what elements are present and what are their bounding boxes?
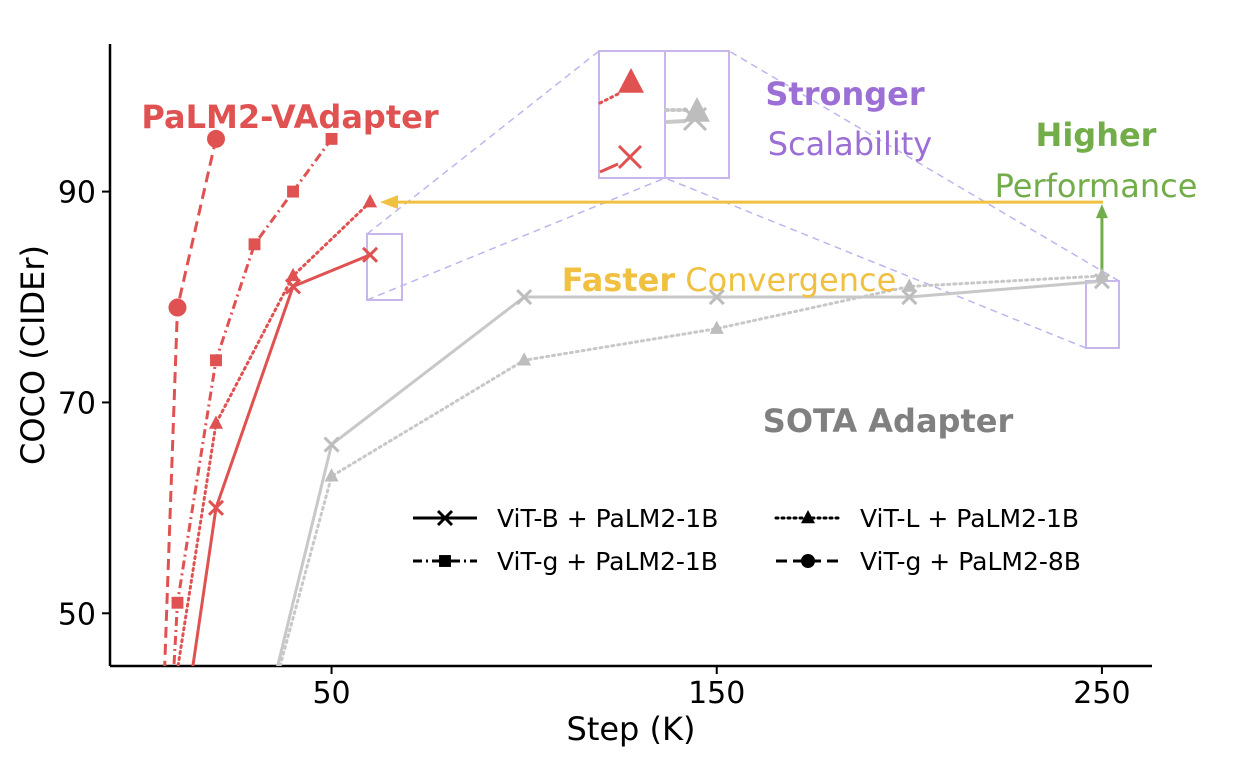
legend: ViT-B + PaLM2-1B ViT-L + PaLM2-1B ViT-g + … — [413, 504, 1081, 576]
series-5-point — [517, 352, 532, 366]
series-4-point — [516, 288, 533, 306]
sota-adapter-label: SOTA Adapter — [763, 402, 1014, 440]
legend-marker-0 — [436, 509, 454, 527]
series-2-point — [171, 596, 184, 609]
legend-label-0: ViT-B + PaLM2-1B — [497, 504, 718, 533]
legend-item-3: ViT-g + PaLM2-8B — [776, 547, 1081, 576]
series-4-line — [276, 279, 1103, 666]
zoom-source-box — [1085, 280, 1120, 349]
performance-label: Performance — [995, 167, 1198, 205]
zoom-inset-box — [664, 50, 730, 179]
faster-rest: Convergence — [675, 261, 896, 299]
series-2-point — [248, 238, 261, 251]
series-1-point — [286, 267, 301, 282]
x-tick-label: 150 — [688, 676, 745, 711]
inset-sota-solid-line — [665, 119, 687, 124]
series-1-point — [363, 194, 378, 208]
legend-item-2: ViT-g + PaLM2-1B — [413, 547, 718, 576]
palm2-vadapter-label: PaLM2-VAdapter — [141, 98, 438, 136]
x-tick-label: 50 — [312, 676, 350, 711]
higher-label: Higher — [1036, 116, 1157, 154]
y-tick-label: 90 — [58, 176, 96, 211]
inset-palm2-x — [617, 144, 643, 170]
series-0 — [191, 246, 379, 666]
series-4-point — [323, 436, 340, 453]
faster-bold: Faster — [562, 261, 676, 299]
series-2-line — [172, 137, 333, 666]
stronger-label: Stronger — [765, 75, 925, 113]
zoom-source-box — [366, 233, 403, 301]
series-5-point — [709, 320, 724, 334]
series-4-point — [901, 288, 918, 306]
series-3-point — [207, 129, 225, 148]
faster-convergence-arrow — [380, 195, 1103, 210]
series-5-point — [902, 278, 917, 292]
y-axis-label: COCO (CIDEr) — [14, 245, 52, 465]
inset-palm2-triangle — [618, 68, 644, 93]
series-5-point — [324, 468, 339, 482]
legend-marker-1 — [801, 509, 815, 524]
inset-palm2-solid-line — [599, 162, 619, 174]
series-2-point — [164, 734, 176, 746]
series-0-point — [284, 278, 302, 295]
legend-label-3: ViT-g + PaLM2-8B — [860, 547, 1081, 576]
inset-palm2-dotted-line — [598, 92, 620, 105]
scalability-label: Scalability — [768, 125, 932, 163]
y-tick-label: 50 — [58, 597, 96, 632]
series-5-point — [1094, 267, 1109, 282]
series-3-line — [163, 138, 218, 666]
zoom-guide-line — [728, 50, 1120, 282]
series-5-line — [278, 274, 1104, 666]
legend-marker-2 — [439, 555, 451, 567]
legend-item-1: ViT-L + PaLM2-1B — [774, 504, 1079, 533]
y-tick-label: 70 — [58, 386, 96, 421]
series-1 — [163, 194, 378, 724]
zoom-guide-line — [366, 177, 666, 301]
series-2-point — [287, 185, 299, 198]
series-1-point — [163, 711, 177, 724]
zoom-guide-line — [366, 50, 600, 235]
series-3-point — [153, 731, 171, 749]
series-2 — [164, 132, 338, 746]
series-1-point — [209, 415, 223, 429]
x-axis-label: Step (K) — [567, 710, 696, 748]
legend-marker-3 — [801, 554, 815, 568]
series-0-point — [207, 499, 225, 516]
series-1-line — [176, 200, 372, 666]
inset-sota-x — [682, 106, 708, 132]
series-2-point — [325, 132, 338, 145]
series-0-line — [191, 253, 371, 666]
series-2-point — [210, 354, 222, 367]
faster-convergence-label: Faster Convergence — [562, 261, 897, 299]
zoom-guide-line — [664, 177, 1087, 349]
series-0-point — [362, 246, 379, 263]
higher-performance-arrow — [1095, 204, 1108, 274]
faster-arrow-head — [380, 195, 398, 210]
series-4-point — [708, 288, 725, 306]
legend-label-1: ViT-L + PaLM2-1B — [860, 504, 1079, 533]
series-3-point — [168, 298, 187, 317]
legend-label-2: ViT-g + PaLM2-1B — [497, 547, 718, 576]
series-5 — [278, 267, 1109, 666]
x-tick-label: 250 — [1073, 676, 1130, 711]
higher-arrow-head — [1095, 204, 1108, 219]
legend-item-0: ViT-B + PaLM2-1B — [413, 504, 718, 533]
series-3 — [153, 129, 225, 749]
